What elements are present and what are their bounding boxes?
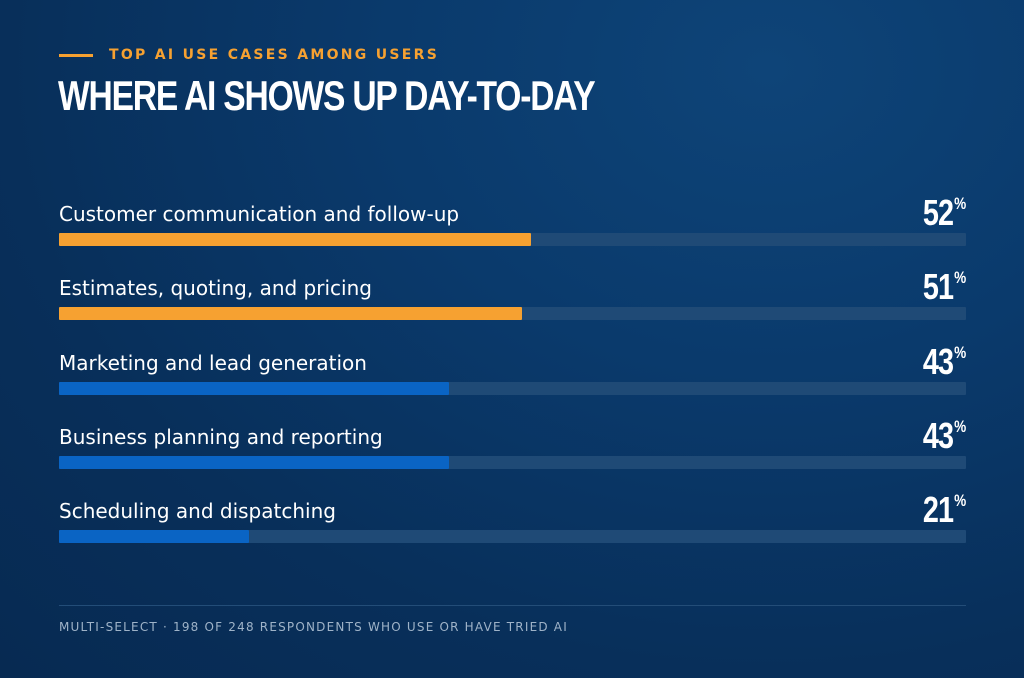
bar-value-label: 52%: [923, 193, 966, 233]
bar: [59, 530, 250, 544]
bar-value-label: 43%: [922, 414, 966, 456]
bar-row: Marketing and lead generation 43%: [59, 341, 966, 410]
bar-value-label: 51%: [923, 267, 966, 307]
chart-title: WHERE AI SHOWS UP DAY-TO-DAY: [58, 72, 596, 119]
bar-value-number: 43: [922, 340, 954, 382]
bar-label: Customer communication and follow-up: [59, 202, 460, 226]
bar-value-label: 21%: [923, 490, 966, 530]
bar-row: Business planning and reporting 43%: [59, 415, 966, 484]
bar-value-unit: %: [953, 194, 966, 213]
bar-value-number: 43: [922, 414, 954, 456]
bar-track: [59, 307, 966, 321]
bar: [59, 307, 522, 321]
bar-value-number: 52: [922, 192, 954, 233]
bar-label: Estimates, quoting, and pricing: [59, 276, 372, 301]
bar-row: Customer communication and follow-up 52%: [59, 193, 966, 261]
eyebrow-text: TOP AI USE CASES AMONG USERS: [109, 47, 440, 63]
bar: [59, 233, 531, 246]
bar-row: Estimates, quoting, and pricing 51%: [59, 267, 966, 335]
bar-value-number: 21: [922, 489, 954, 531]
bar-chart: Customer communication and follow-up 52% E…: [59, 0, 966, 678]
bar-value-unit: %: [953, 268, 966, 288]
bar-track: [59, 455, 966, 469]
bar-label: Marketing and lead generation: [59, 350, 367, 375]
bar-value-unit: %: [953, 342, 966, 362]
bar: [59, 455, 449, 469]
bar-track: [59, 233, 966, 246]
bar-track: [59, 381, 966, 395]
eyebrow: TOP AI USE CASES AMONG USERS: [59, 44, 439, 66]
bar-value-label: 43%: [922, 340, 966, 382]
footer-divider: [59, 605, 966, 606]
footnote: MULTI-SELECT · 198 OF 248 RESPONDENTS WH…: [59, 620, 568, 634]
bar: [59, 381, 449, 395]
bar-label: Scheduling and dispatching: [59, 499, 336, 524]
bar-value-unit: %: [953, 491, 966, 511]
bar-value-number: 51: [922, 266, 954, 308]
bar-track: [59, 530, 966, 544]
eyebrow-rule: [59, 53, 93, 57]
bar-label: Business planning and reporting: [59, 424, 383, 449]
bar-row: Scheduling and dispatching 21%: [59, 490, 966, 558]
bar-value-unit: %: [953, 416, 966, 436]
